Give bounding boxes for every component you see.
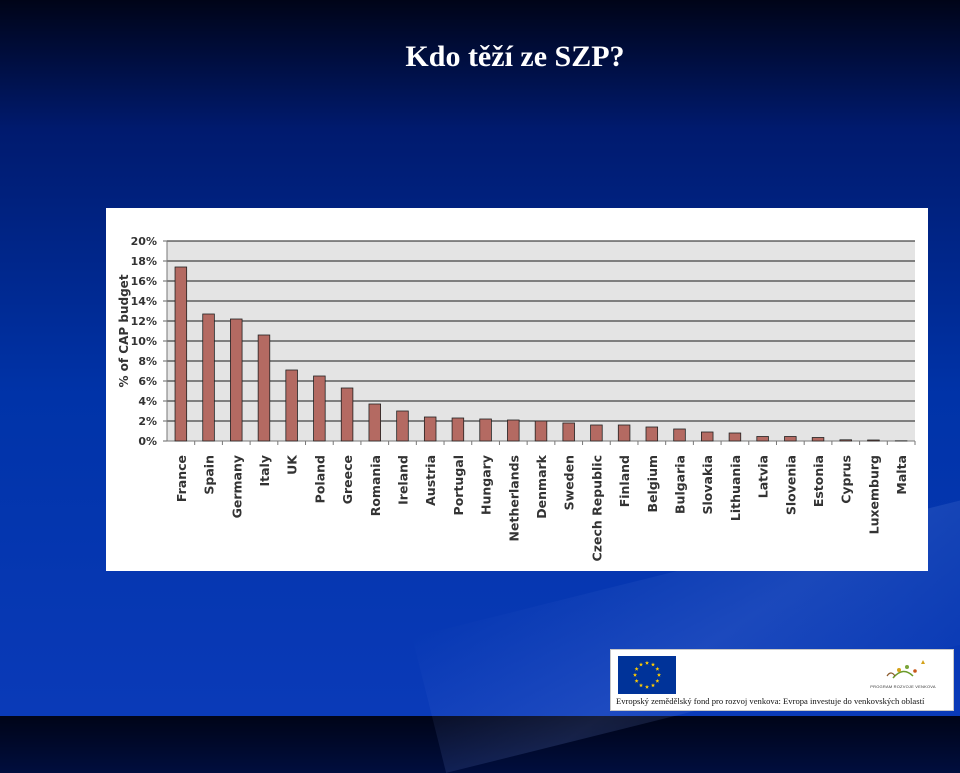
program-label: PROGRAM ROZVOJE VENKOVA — [863, 684, 943, 689]
bar-uk — [286, 370, 298, 441]
bar-belgium — [646, 427, 658, 441]
eu-star — [651, 662, 655, 666]
bar-romania — [369, 404, 381, 441]
x-tick-label: Netherlands — [506, 455, 521, 541]
eu-star — [645, 685, 649, 689]
x-tick-label: Estonia — [811, 455, 826, 507]
eu-star — [655, 667, 659, 671]
bar-slovakia — [701, 432, 713, 441]
bar-austria — [424, 417, 436, 441]
eu-star — [633, 673, 637, 677]
x-tick-label: Sweden — [562, 455, 577, 510]
eu-star — [639, 662, 643, 666]
eu-star — [635, 667, 639, 671]
bar-spain — [203, 314, 215, 441]
x-tick-label: Italy — [257, 455, 272, 487]
x-tick-label: Denmark — [534, 454, 549, 518]
x-tick-label: Slovakia — [700, 455, 715, 515]
x-tick-label: France — [174, 455, 189, 502]
x-tick-label: Germany — [229, 455, 244, 518]
y-tick-label: 6% — [138, 375, 157, 388]
x-tick-label: Portugal — [451, 455, 466, 515]
bar-france — [175, 267, 187, 441]
y-axis-label: % of CAP budget — [117, 274, 131, 387]
bar-latvia — [757, 437, 769, 442]
bar-ireland — [397, 411, 409, 441]
bar-czech-republic — [591, 425, 603, 441]
bar-greece — [341, 388, 353, 441]
bar-sweden — [563, 423, 575, 441]
x-tick-label: Latvia — [756, 455, 771, 498]
y-tick-label: 18% — [131, 255, 157, 268]
slide-title: Kdo těží ze SZP? — [0, 40, 960, 74]
x-tick-label: Cyprus — [839, 455, 854, 504]
x-tick-label: Bulgaria — [673, 455, 688, 514]
x-tick-label: Austria — [423, 455, 438, 506]
x-tick-label: Ireland — [395, 455, 410, 505]
bar-poland — [314, 376, 326, 441]
chart-panel: 0% 2% 4% 6% 8% 10% 12% 14% 16% 18% 20% % of CAP bud… — [106, 208, 928, 571]
eu-star — [655, 679, 659, 683]
bar-finland — [618, 425, 630, 441]
y-tick-label: 2% — [138, 415, 157, 428]
eu-star — [639, 683, 643, 687]
x-tick-label: Romania — [368, 455, 383, 516]
eu-star — [651, 683, 655, 687]
y-tick-label: 12% — [131, 315, 157, 328]
x-tick-label: Spain — [202, 455, 217, 495]
x-tick-label: Belgium — [645, 455, 660, 512]
bar-germany — [230, 319, 242, 441]
y-tick-label: 8% — [138, 355, 157, 368]
bar-denmark — [535, 421, 547, 441]
program-logo-icon: PROGRAM ROZVOJE VENKOVA — [863, 656, 943, 692]
x-tick-label: Poland — [312, 455, 327, 503]
x-tick-label: Czech Republic — [589, 455, 604, 561]
bar-chart: 0% 2% 4% 6% 8% 10% 12% 14% 16% 18% 20% % of CAP bud… — [106, 208, 928, 571]
eu-flag-icon — [618, 656, 676, 694]
x-tick-label: Lithuania — [728, 455, 743, 521]
x-tick-label: Finland — [617, 455, 632, 507]
bar-estonia — [812, 438, 824, 442]
x-tick-label: Greece — [340, 455, 355, 504]
bar-luxemburg — [868, 440, 880, 441]
bar-lithuania — [729, 433, 741, 441]
bar-portugal — [452, 418, 464, 441]
eu-star — [645, 661, 649, 665]
bar-bulgaria — [674, 429, 686, 441]
x-tick-label: Luxemburg — [866, 455, 881, 534]
y-tick-label: 20% — [131, 235, 157, 248]
bar-cyprus — [840, 440, 852, 441]
y-tick-label: 4% — [138, 395, 157, 408]
bar-italy — [258, 335, 270, 441]
y-tick-label: 16% — [131, 275, 157, 288]
eu-star — [657, 673, 661, 677]
bar-slovenia — [785, 437, 797, 442]
x-tick-label: Malta — [894, 455, 909, 495]
footer-caption: Evropský zemědělský fond pro rozvoj venk… — [616, 696, 924, 706]
bar-netherlands — [507, 420, 519, 441]
footer-panel: PROGRAM ROZVOJE VENKOVA Evropský zeměděl… — [610, 649, 954, 711]
y-tick-label: 14% — [131, 295, 157, 308]
x-tick-label: Hungary — [479, 455, 494, 515]
x-tick-label: Slovenia — [783, 455, 798, 515]
x-tick-label: UK — [285, 454, 300, 475]
y-tick-label: 0% — [138, 435, 157, 448]
eu-star — [635, 679, 639, 683]
bar-hungary — [480, 419, 492, 441]
y-tick-label: 10% — [131, 335, 157, 348]
